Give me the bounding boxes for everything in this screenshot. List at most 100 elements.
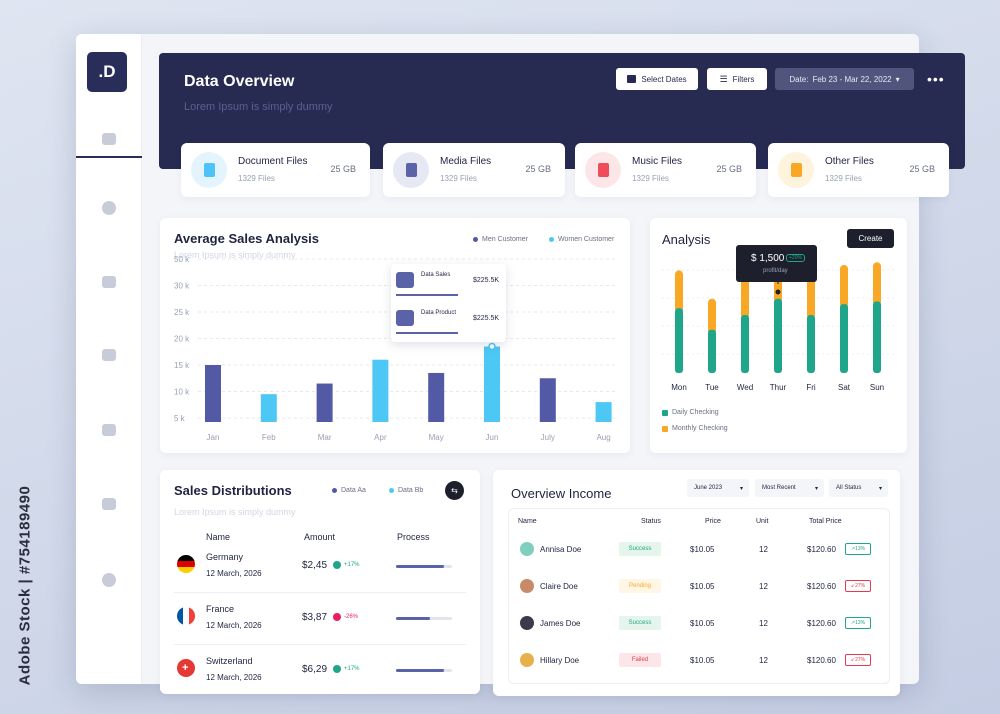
legend-data-bb: Data Bb bbox=[389, 487, 423, 494]
trend-badge: ↗ 13% bbox=[845, 617, 871, 629]
analysis-tooltip: $ 1,500 +20% profit/day bbox=[736, 245, 817, 282]
filters-button[interactable]: ☰ Filters bbox=[707, 68, 767, 90]
month-filter[interactable]: June 2023 ▾ bbox=[687, 479, 749, 497]
arrow-down-icon: ↙ bbox=[850, 583, 856, 589]
contrast-icon bbox=[102, 573, 116, 587]
analysis-bar-chart: Mon Tue Wed Thur Fri Sat Sun bbox=[662, 262, 895, 392]
chevron-down-icon: ▾ bbox=[895, 74, 900, 84]
monthly-bar[interactable] bbox=[675, 270, 683, 313]
x-tick-label: Mon bbox=[671, 383, 687, 392]
status-filter[interactable]: All Status ▾ bbox=[829, 479, 888, 497]
monthly-bar[interactable] bbox=[741, 275, 749, 319]
highlight-point bbox=[488, 342, 496, 351]
file-icon bbox=[191, 152, 227, 188]
country-name: France bbox=[206, 604, 235, 614]
nav-home[interactable] bbox=[76, 122, 142, 158]
legend-women: Women Customer bbox=[549, 236, 614, 243]
col-name: Name bbox=[206, 532, 231, 542]
row-unit: 12 bbox=[759, 619, 768, 628]
file-icon bbox=[585, 152, 621, 188]
process-fill bbox=[396, 565, 444, 568]
monthly-bar[interactable] bbox=[873, 262, 881, 306]
lightning-icon bbox=[102, 201, 116, 215]
sales-distribution-card: Sales Distributions Lorem Ipsum is simpl… bbox=[160, 470, 480, 694]
watermark: Adobe Stock | #754189490 bbox=[16, 485, 34, 685]
avatar bbox=[520, 653, 534, 667]
file-card[interactable]: Document Files 1329 Files 25 GB bbox=[181, 143, 370, 197]
income-table: Name Status Price Unit Total Price Annis… bbox=[508, 508, 890, 684]
analysis-card: Analysis Create Mon Tue Wed Thur Fri Sat Sun $… bbox=[650, 218, 907, 453]
file-card[interactable]: Media Files 1329 Files 25 GB bbox=[383, 143, 565, 197]
daily-bar[interactable] bbox=[807, 314, 815, 373]
row-divider bbox=[174, 592, 466, 593]
nav-apps[interactable] bbox=[76, 337, 142, 373]
process-bar bbox=[396, 617, 452, 620]
file-name: Media Files bbox=[440, 156, 492, 167]
monthly-bar[interactable] bbox=[708, 298, 716, 334]
tooltip-value: $225.5K bbox=[473, 277, 500, 284]
x-tick-label: Apr bbox=[374, 433, 387, 442]
daily-bar[interactable] bbox=[873, 301, 881, 373]
avatar bbox=[520, 542, 534, 556]
trend-up-icon bbox=[333, 665, 341, 673]
chevron-down-icon: ▾ bbox=[878, 485, 882, 492]
create-button[interactable]: Create bbox=[847, 229, 894, 248]
y-tick-label: 10 k bbox=[174, 388, 190, 397]
bar[interactable] bbox=[260, 394, 277, 422]
country-name: Germany bbox=[206, 552, 244, 562]
file-icon bbox=[778, 152, 814, 188]
trend-up-icon bbox=[333, 561, 341, 569]
x-tick-label: May bbox=[429, 433, 444, 442]
status-badge: Pending bbox=[619, 579, 661, 593]
row-name: Hillary Doe bbox=[540, 656, 580, 665]
col-process: Process bbox=[397, 532, 430, 542]
file-card[interactable]: Other Files 1329 Files 25 GB bbox=[768, 143, 949, 197]
nav-activity[interactable] bbox=[76, 190, 142, 226]
file-card[interactable]: Music Files 1329 Files 25 GB bbox=[575, 143, 756, 197]
row-total: $120.60 bbox=[807, 619, 836, 628]
logo[interactable]: .D bbox=[87, 52, 127, 92]
daily-bar[interactable] bbox=[774, 298, 782, 373]
settings-toggle-button[interactable]: ⇆ bbox=[445, 481, 464, 500]
daily-bar[interactable] bbox=[840, 304, 848, 373]
select-dates-button[interactable]: Select Dates bbox=[616, 68, 698, 90]
bar[interactable] bbox=[595, 402, 612, 422]
row-total: $120.60 bbox=[807, 656, 836, 665]
grid-icon bbox=[102, 349, 116, 361]
row-name: Annisa Doe bbox=[540, 545, 582, 554]
bar[interactable] bbox=[372, 359, 389, 422]
monthly-bar[interactable] bbox=[807, 275, 815, 319]
nav-inbox[interactable] bbox=[76, 412, 142, 448]
bar[interactable] bbox=[539, 378, 556, 422]
bar[interactable] bbox=[316, 383, 333, 422]
daily-bar[interactable] bbox=[741, 314, 749, 373]
process-fill bbox=[396, 617, 430, 620]
sidebar: .D bbox=[76, 34, 142, 684]
x-tick-label: Wed bbox=[737, 383, 753, 392]
sort-filter[interactable]: Most Recent ▾ bbox=[755, 479, 824, 497]
page-title: Data Overview bbox=[184, 73, 295, 90]
daily-bar[interactable] bbox=[675, 308, 683, 373]
nav-cards[interactable] bbox=[76, 264, 142, 300]
sales-analysis-card: Average Sales Analysis Lorem Ipsum is si… bbox=[160, 218, 630, 453]
legend-swatch bbox=[662, 409, 668, 416]
row-unit: 12 bbox=[759, 582, 768, 591]
row-unit: 12 bbox=[759, 545, 768, 554]
row-name: Claire Doe bbox=[540, 582, 578, 591]
legend-data-aa: Data Aa bbox=[332, 487, 366, 494]
cross-glyph: + bbox=[182, 662, 189, 674]
bar[interactable] bbox=[484, 346, 500, 422]
more-menu[interactable]: ••• bbox=[927, 71, 945, 87]
bar[interactable] bbox=[428, 372, 445, 422]
col-name: Name bbox=[518, 518, 537, 525]
chevron-down-icon: ▾ bbox=[739, 485, 743, 492]
date-range-select[interactable]: Date: Feb 23 - Mar 22, 2022 ▾ bbox=[775, 68, 914, 90]
nav-contacts[interactable] bbox=[76, 486, 142, 522]
bar[interactable] bbox=[205, 365, 221, 422]
nav-theme[interactable] bbox=[76, 562, 142, 598]
y-tick-label: 30 k bbox=[174, 282, 190, 291]
monthly-bar[interactable] bbox=[840, 265, 848, 309]
daily-bar[interactable] bbox=[708, 329, 716, 373]
row-price: $10.05 bbox=[690, 545, 715, 554]
file-name: Other Files bbox=[825, 156, 874, 167]
